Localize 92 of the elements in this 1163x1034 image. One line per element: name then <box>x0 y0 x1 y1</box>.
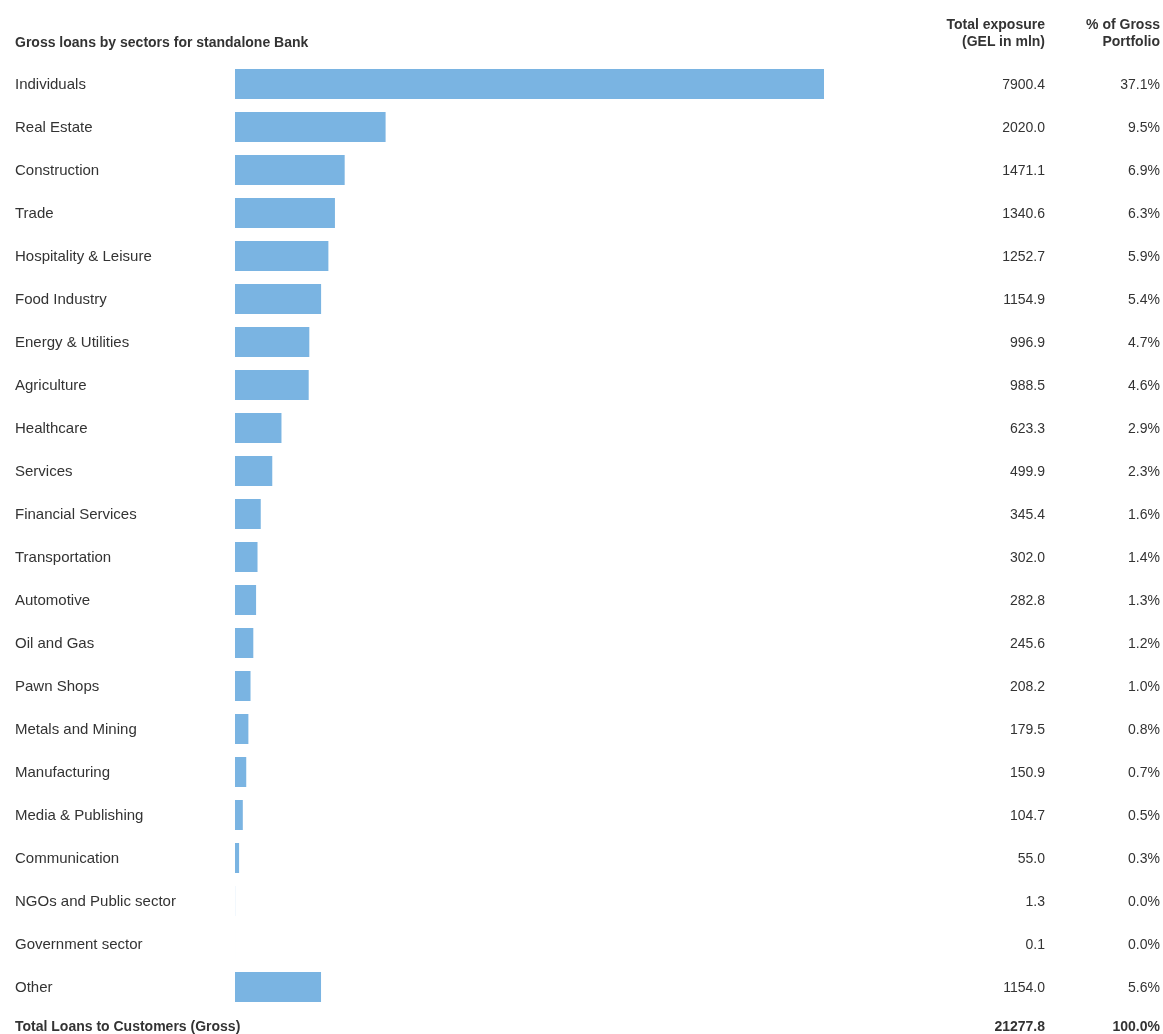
y-tick-label: NGOs and Public sector <box>15 891 176 909</box>
data-label: 1471.1 <box>1002 162 1046 178</box>
y-tick-label: Individuals <box>15 74 86 92</box>
bar <box>235 628 254 658</box>
text: 4.6% <box>1128 375 1160 394</box>
y-tick-label: Financial Services <box>15 504 137 522</box>
bar <box>235 456 273 486</box>
y-tick-label: Food Industry <box>15 289 108 307</box>
bar <box>235 714 249 744</box>
data-label: 150.9 <box>1009 764 1046 780</box>
bar <box>235 155 345 185</box>
bar <box>235 972 322 1002</box>
bar <box>235 585 257 615</box>
bar <box>235 800 243 830</box>
text: 1.4% <box>1128 547 1160 566</box>
data-label: 1.3 <box>1025 893 1046 909</box>
bar <box>235 198 335 228</box>
text: 5.6% <box>1128 977 1160 996</box>
text: Total exposure (GEL in mln) <box>945 16 1045 50</box>
y-tick-label: Transportation <box>15 547 112 565</box>
bar <box>235 327 310 357</box>
y-tick-label: Media & Publishing <box>15 805 144 823</box>
text: 21277.8 <box>994 1018 1045 1034</box>
data-label: 1340.6 <box>1002 205 1046 221</box>
data-label: 1252.7 <box>1002 248 1046 264</box>
bar <box>235 843 240 873</box>
y-tick-label: Government sector <box>15 934 143 952</box>
chart-title: Gross loans by sectors for standalone Bank <box>15 34 309 50</box>
y-tick-label: Agriculture <box>15 375 87 393</box>
text: 0.5% <box>1128 805 1160 824</box>
data-label: 1154.9 <box>1003 291 1046 307</box>
data-label: 208.2 <box>1009 678 1046 694</box>
y-tick-label: Other <box>15 977 53 995</box>
text: 1.0% <box>1128 676 1160 695</box>
data-label: 623.3 <box>1009 420 1046 436</box>
y-tick-label: Construction <box>15 160 100 178</box>
text: 2.3% <box>1128 461 1160 480</box>
text: 2.9% <box>1128 418 1160 437</box>
bar <box>235 112 386 142</box>
y-tick-label: Real Estate <box>15 117 93 135</box>
bar <box>235 69 824 99</box>
data-label: 245.6 <box>1009 635 1046 651</box>
text: Total Loans to Customers (Gross) <box>15 1018 241 1034</box>
text: 37.1% <box>1120 74 1160 93</box>
data-label: 345.4 <box>1009 506 1046 522</box>
data-label: 282.8 <box>1009 592 1046 608</box>
bar <box>235 757 247 787</box>
y-tick-label: Oil and Gas <box>15 633 95 651</box>
text: 100.0% <box>1112 1018 1160 1034</box>
text: 5.4% <box>1128 289 1160 308</box>
bar <box>235 284 322 314</box>
y-tick-label: Healthcare <box>15 418 88 436</box>
text: 4.7% <box>1128 332 1160 351</box>
y-tick-label: Trade <box>15 203 54 221</box>
text: 9.5% <box>1128 117 1160 136</box>
text: 1.2% <box>1128 633 1160 652</box>
data-label: 499.9 <box>1009 463 1046 479</box>
bar <box>235 671 251 701</box>
bar <box>235 241 329 271</box>
text: 1.3% <box>1128 590 1160 609</box>
text: 5.9% <box>1128 246 1160 265</box>
data-label: 1154.0 <box>1003 979 1046 995</box>
y-tick-label: Hospitality & Leisure <box>15 246 152 264</box>
text: 6.3% <box>1128 203 1160 222</box>
data-label: 988.5 <box>1009 377 1046 393</box>
data-label: 104.7 <box>1009 807 1046 823</box>
y-tick-label: Services <box>15 461 73 479</box>
bar <box>235 370 309 400</box>
y-tick-label: Manufacturing <box>15 762 111 780</box>
text: % of Gross Portfolio <box>1085 16 1160 50</box>
y-tick-label: Energy & Utilities <box>15 332 130 350</box>
data-label: 0.1 <box>1025 936 1046 952</box>
data-label: 2020.0 <box>1002 119 1046 135</box>
y-tick-label: Communication <box>15 848 120 866</box>
data-label: 996.9 <box>1009 334 1046 350</box>
y-tick-label: Pawn Shops <box>15 676 100 694</box>
text: 1.6% <box>1128 504 1160 523</box>
text: 0.0% <box>1128 891 1160 910</box>
data-label: 179.5 <box>1009 721 1046 737</box>
data-label: 55.0 <box>1017 850 1046 866</box>
y-tick-label: Metals and Mining <box>15 719 137 737</box>
bar <box>235 499 261 529</box>
y-tick-label: Automotive <box>15 590 91 608</box>
data-label: 302.0 <box>1009 549 1046 565</box>
text: 6.9% <box>1128 160 1160 179</box>
text: 0.3% <box>1128 848 1160 867</box>
bar <box>235 413 282 443</box>
bar <box>235 542 258 572</box>
text: 0.8% <box>1128 719 1160 738</box>
text: 0.0% <box>1128 934 1160 953</box>
data-label: 7900.4 <box>1002 76 1046 92</box>
text: 0.7% <box>1128 762 1160 781</box>
